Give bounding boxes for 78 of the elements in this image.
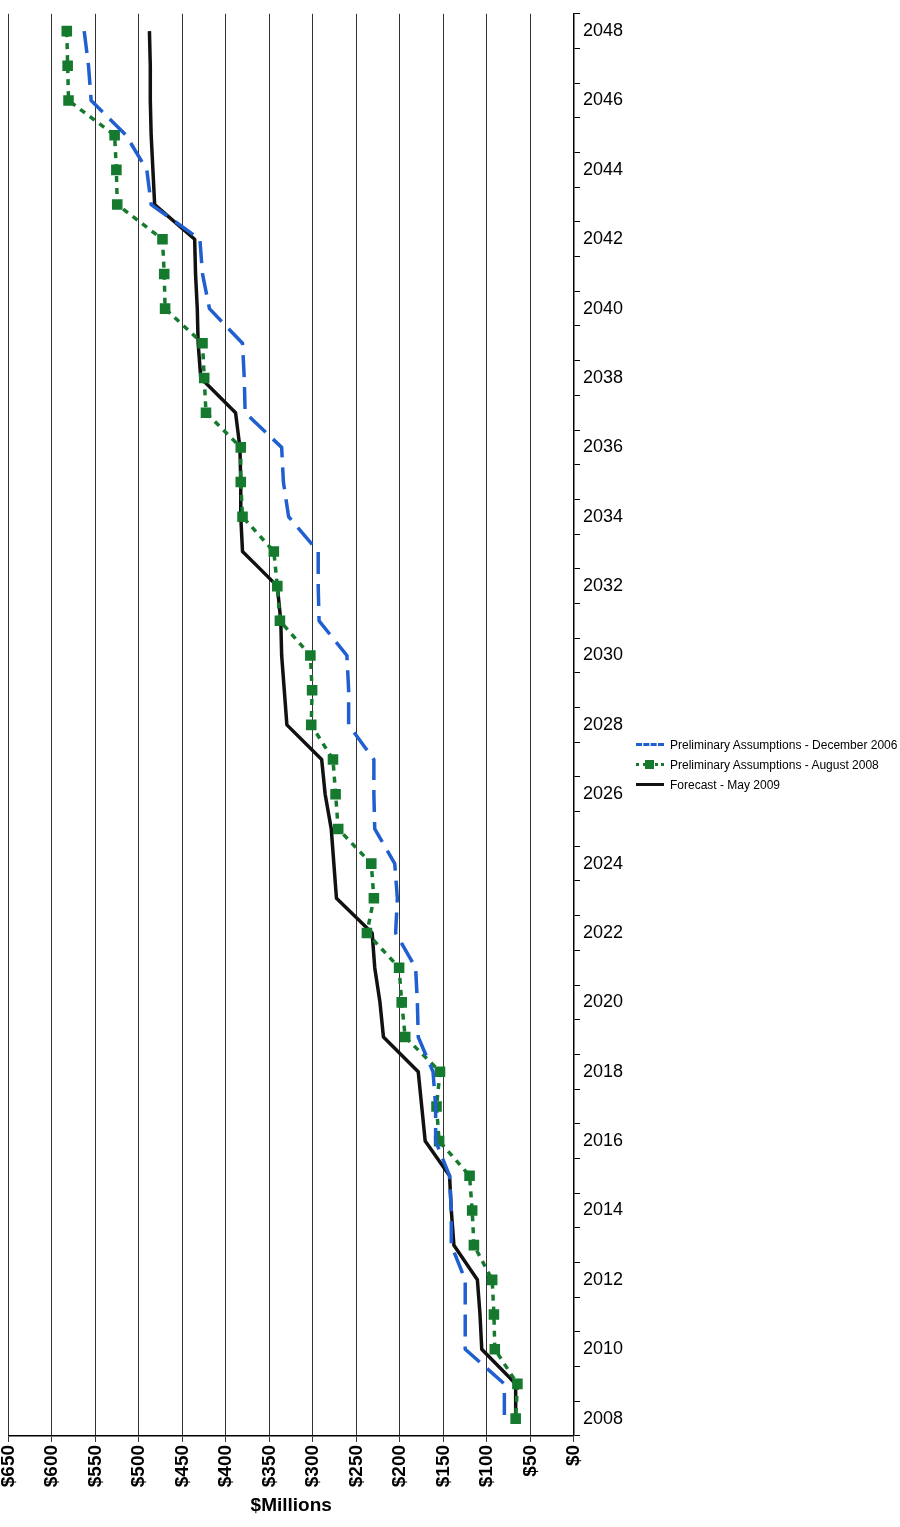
x-tick-label: $500 xyxy=(127,1444,149,1488)
point xyxy=(305,650,316,661)
point xyxy=(235,476,247,488)
y-tick-label: 2020 xyxy=(582,991,623,1012)
point xyxy=(396,997,407,1008)
point xyxy=(159,303,171,314)
y-tick-label: 2034 xyxy=(582,505,623,526)
x-tick-label: $600 xyxy=(40,1444,62,1488)
point xyxy=(393,962,405,973)
y-tick-label: 2044 xyxy=(582,158,623,179)
point xyxy=(235,442,247,453)
point xyxy=(399,1031,411,1043)
y-tick-label: 2042 xyxy=(582,228,623,249)
y-tick-label: 2038 xyxy=(582,366,623,387)
y-tick-label: 2022 xyxy=(582,921,623,942)
point xyxy=(200,407,212,418)
point xyxy=(368,893,380,904)
x-tick-label: $200 xyxy=(388,1444,410,1488)
y-tick-label: 2014 xyxy=(582,1199,623,1220)
point xyxy=(332,823,344,835)
x-tick-label: $450 xyxy=(170,1444,192,1488)
point xyxy=(434,1066,446,1078)
x-tick-label: $50 xyxy=(518,1444,540,1477)
y-tick-label: 2026 xyxy=(582,783,623,804)
point xyxy=(466,1205,478,1216)
point xyxy=(361,927,373,939)
y-tick-label: 2008 xyxy=(582,1407,623,1428)
x-tick-label: $250 xyxy=(344,1444,366,1488)
x-axis-title: $Millions xyxy=(250,1493,332,1515)
y-tick-label: 2048 xyxy=(582,20,623,41)
x-tick-label: $150 xyxy=(431,1444,453,1488)
point xyxy=(157,233,168,245)
point xyxy=(61,25,73,37)
x-tick-label: $0 xyxy=(562,1444,584,1467)
y-tick-label: 2030 xyxy=(582,644,623,665)
y-tick-label: 2012 xyxy=(582,1268,623,1289)
y-tick-label: 2018 xyxy=(582,1060,623,1081)
legend-label: Preliminary Assumptions - August 2008 xyxy=(670,757,879,774)
point xyxy=(62,60,73,72)
point xyxy=(510,1413,521,1424)
point xyxy=(237,511,248,523)
point xyxy=(158,268,170,280)
point xyxy=(272,580,283,592)
point xyxy=(63,95,74,106)
x-tick-label: $300 xyxy=(301,1444,323,1488)
x-tick-label: $400 xyxy=(214,1444,236,1488)
point xyxy=(111,164,122,176)
point xyxy=(111,199,123,210)
x-tick-label: $350 xyxy=(257,1444,279,1488)
legend-label: Forecast - May 2009 xyxy=(670,777,781,794)
point xyxy=(489,1343,501,1355)
point xyxy=(268,546,280,557)
y-tick-label: 2010 xyxy=(582,1338,623,1359)
point xyxy=(488,1309,500,1320)
point xyxy=(464,1170,475,1182)
point xyxy=(198,372,210,384)
point xyxy=(306,684,318,696)
point xyxy=(486,1274,498,1286)
y-tick-label: 2016 xyxy=(582,1130,623,1151)
y-tick-label: 2036 xyxy=(582,436,623,457)
y-tick-label: 2028 xyxy=(582,713,623,734)
x-tick-label: $550 xyxy=(83,1444,105,1488)
point xyxy=(305,719,317,731)
point xyxy=(330,788,341,800)
point xyxy=(197,338,208,349)
point xyxy=(109,129,120,141)
point xyxy=(365,858,377,869)
y-tick-label: 2046 xyxy=(582,89,623,110)
legend-label: Preliminary Assumptions - December 2006 xyxy=(670,737,898,754)
x-tick-label: $650 xyxy=(0,1444,18,1488)
y-tick-label: 2040 xyxy=(582,297,623,318)
y-tick-label: 2024 xyxy=(582,852,623,873)
point xyxy=(468,1239,480,1251)
point xyxy=(327,754,339,765)
y-tick-label: 2032 xyxy=(582,575,623,596)
point xyxy=(274,615,286,627)
point xyxy=(512,1378,523,1390)
x-tick-label: $100 xyxy=(475,1444,497,1488)
